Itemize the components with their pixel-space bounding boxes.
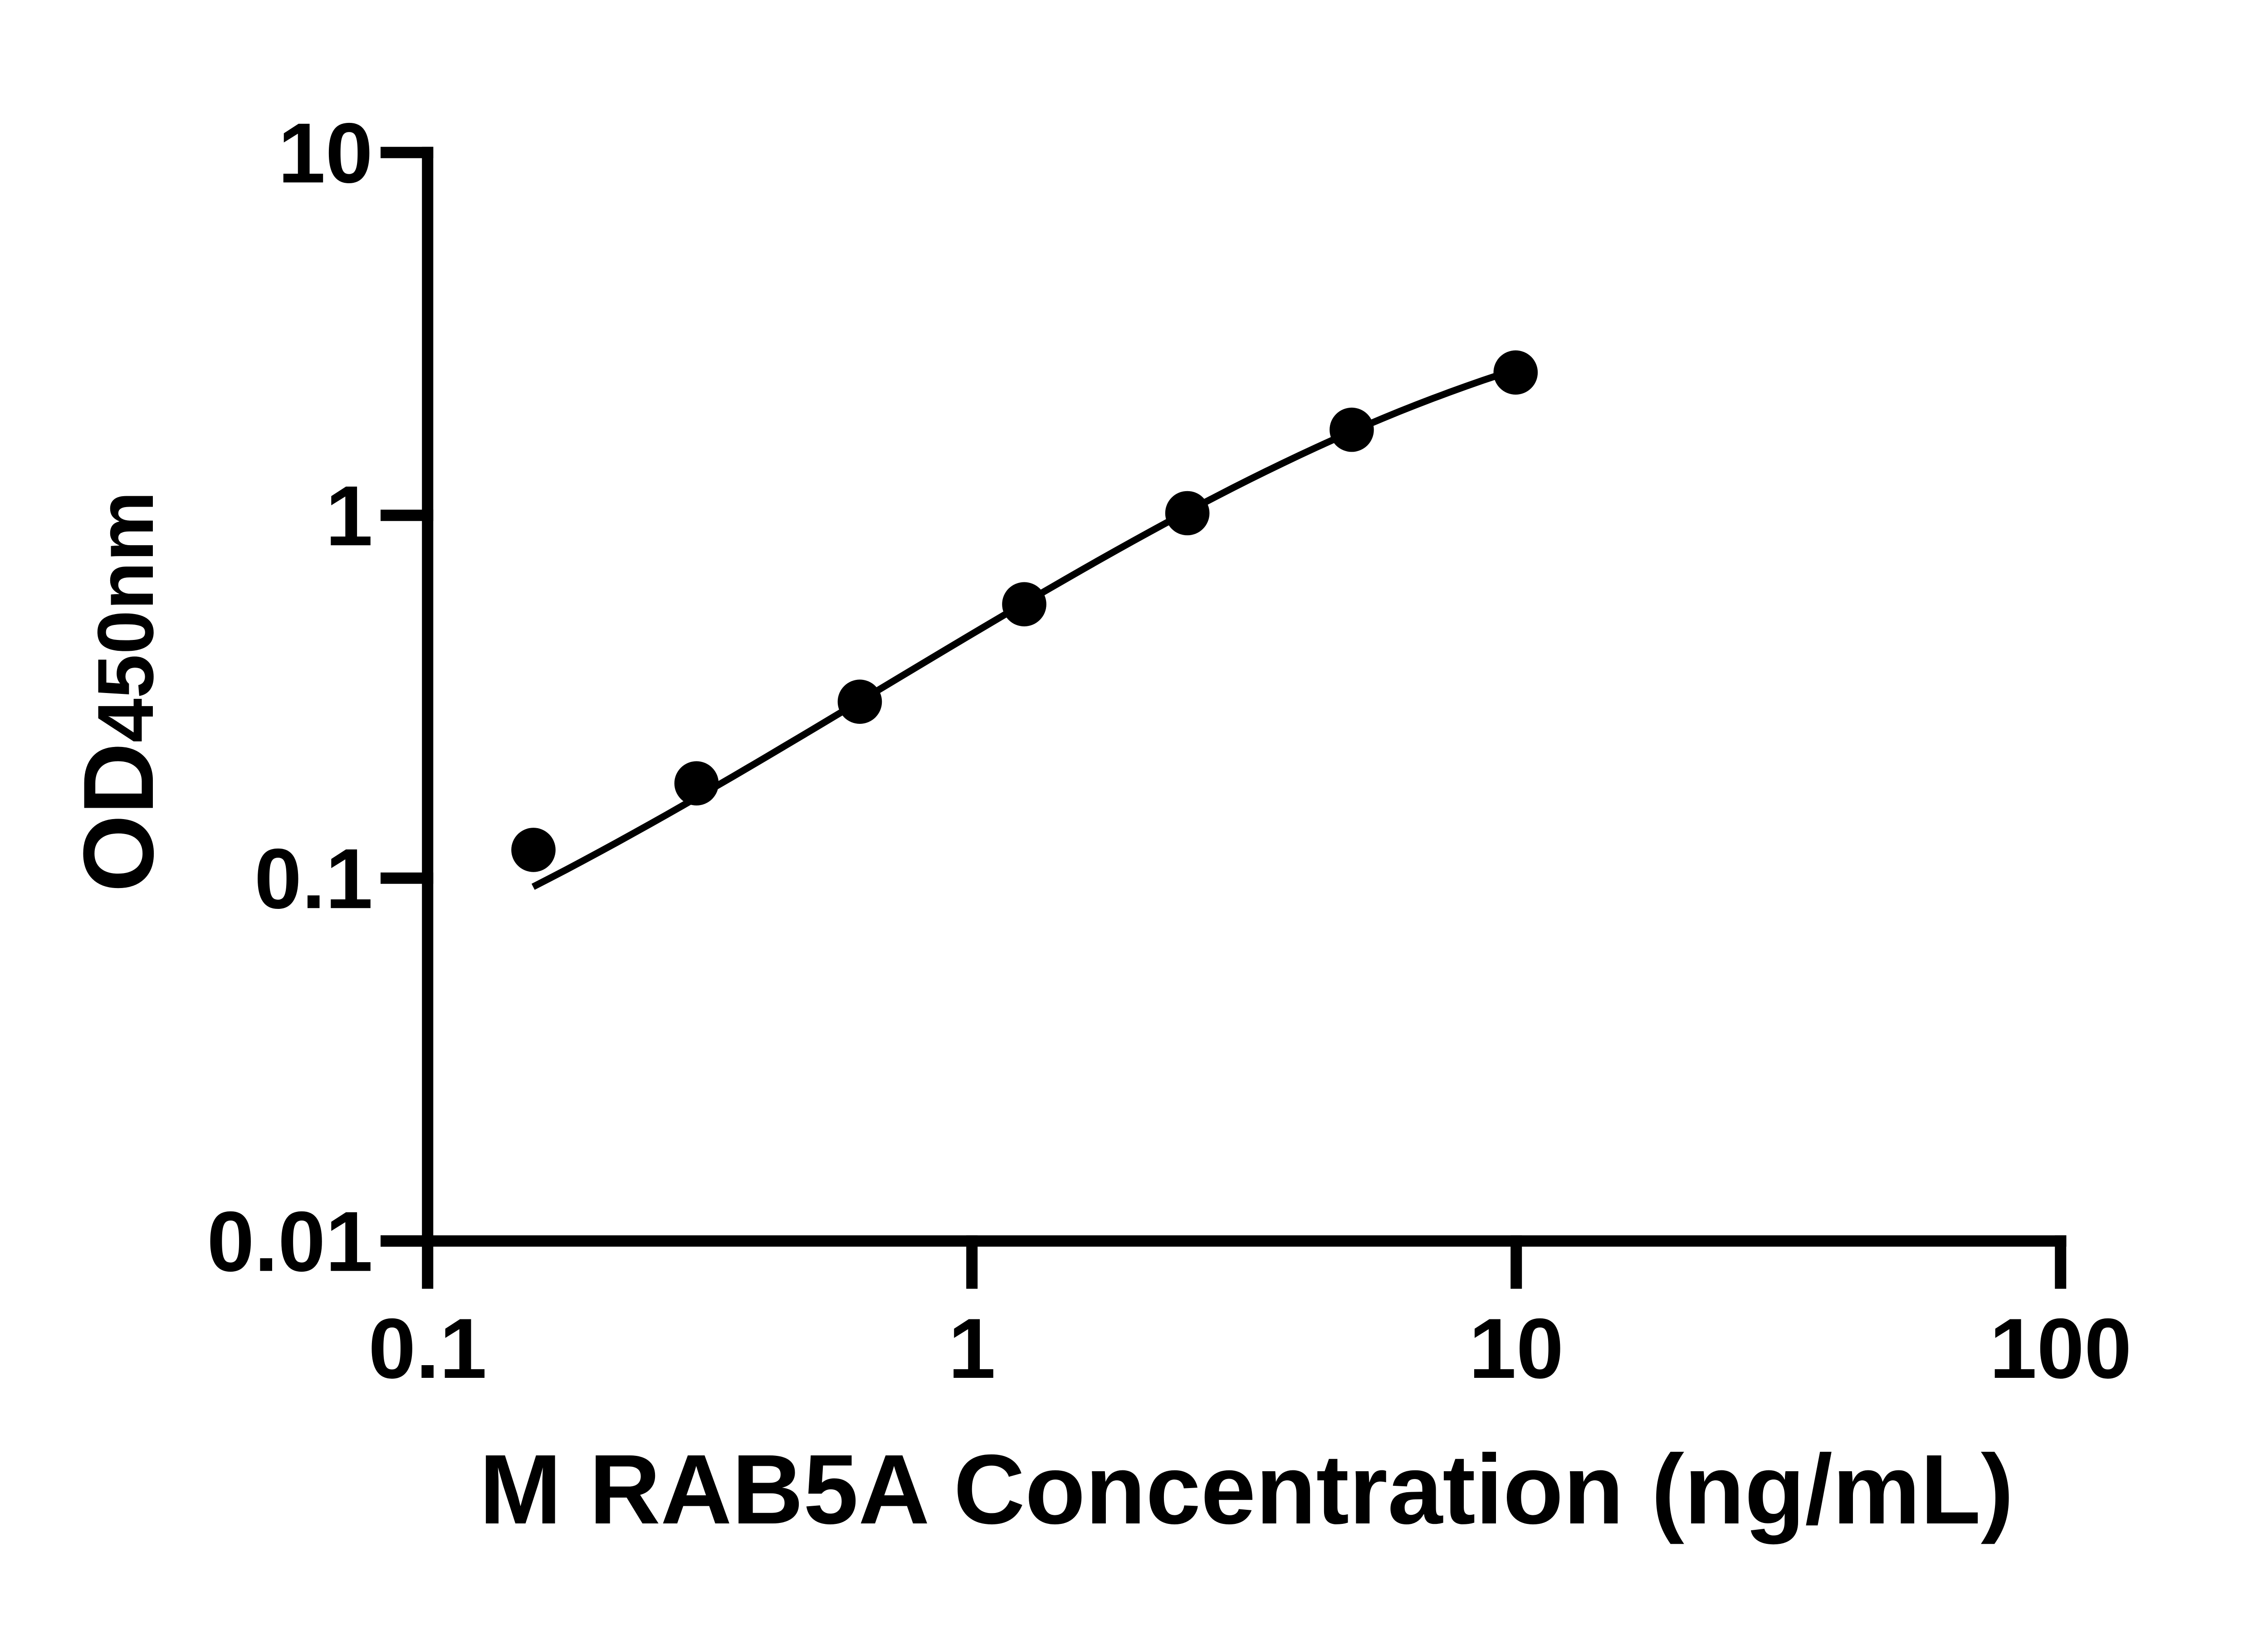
svg-text:10: 10 [1469, 1301, 1564, 1396]
svg-text:OD450nm: OD450nm [63, 491, 174, 892]
svg-text:10: 10 [278, 105, 373, 200]
svg-text:1: 1 [325, 468, 373, 563]
svg-text:0.1: 0.1 [254, 831, 373, 926]
svg-text:1: 1 [948, 1301, 996, 1396]
svg-text:M RAB5A Concentration (ng/mL): M RAB5A Concentration (ng/mL) [479, 1435, 2014, 1545]
svg-text:0.01: 0.01 [207, 1194, 373, 1289]
svg-text:0.1: 0.1 [368, 1301, 487, 1396]
svg-text:100: 100 [1989, 1301, 2132, 1396]
